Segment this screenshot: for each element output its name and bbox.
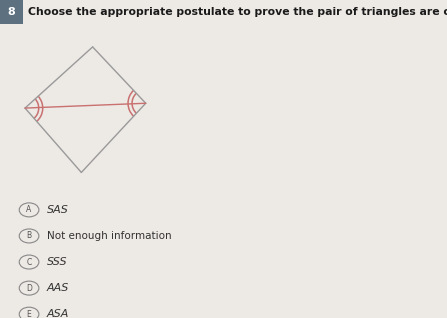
Text: AAS: AAS [47, 283, 69, 293]
Text: SSS: SSS [47, 257, 67, 267]
Text: 8: 8 [8, 7, 16, 17]
Text: ASA: ASA [47, 309, 69, 318]
Text: D: D [26, 284, 32, 293]
FancyBboxPatch shape [0, 0, 23, 24]
Text: Choose the appropriate postulate to prove the pair of triangles are congruent.: Choose the appropriate postulate to prov… [28, 7, 447, 17]
Text: A: A [26, 205, 32, 214]
Text: SAS: SAS [47, 205, 69, 215]
Text: Not enough information: Not enough information [47, 231, 172, 241]
Text: C: C [26, 258, 32, 266]
Text: E: E [27, 310, 31, 318]
Text: B: B [26, 232, 32, 240]
